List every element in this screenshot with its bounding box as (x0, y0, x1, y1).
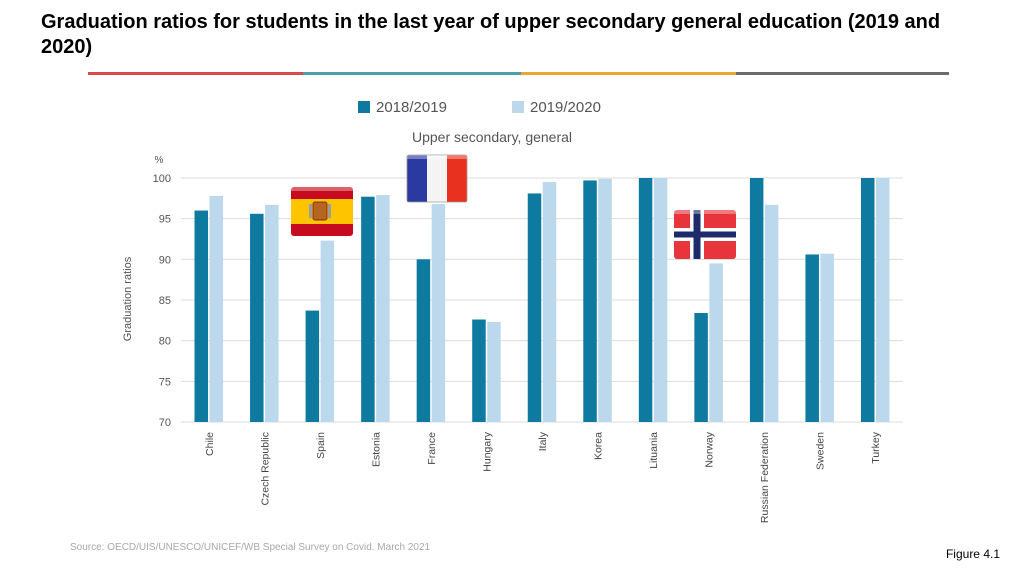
bar-hungary-2018-2019 (472, 319, 486, 422)
bar-norway-2019-2020 (709, 263, 723, 422)
bar-spain-2018-2019 (305, 310, 320, 422)
bars (194, 178, 890, 422)
france-flag-white (427, 155, 447, 202)
norway-flag-cross-horizontal-blue (674, 231, 736, 238)
x-tick-chile: Chile (204, 432, 216, 456)
x-axis-ticks: Chile Czech Republic Spain Estonia France Hun… (204, 431, 882, 523)
y-tick-70: 70 (159, 417, 171, 429)
bar-lituania-2019-2020 (653, 178, 668, 422)
bar-italy-2019-2020 (542, 182, 557, 422)
title-rule-gray (736, 72, 949, 75)
bar-russian-federation-2019-2020 (764, 204, 779, 422)
y-tick-85: 85 (159, 295, 171, 307)
bar-czech-republic-2018-2019 (250, 213, 264, 422)
legend-swatch-2 (512, 101, 524, 113)
spain-flag-shield (312, 201, 328, 221)
france-flag-border (406, 154, 468, 203)
bar-spain-2019-2020 (320, 240, 335, 422)
x-tick-russian-federation: Russian Federation (759, 432, 771, 523)
legend-swatch-1 (358, 101, 370, 113)
x-tick-lituania: Lituania (648, 432, 660, 469)
france-flag-icon (406, 154, 468, 203)
bar-chile-2019-2020 (209, 195, 224, 422)
bar-korea-2018-2019 (583, 180, 597, 422)
x-tick-italy: Italy (537, 431, 549, 451)
chart-title: Upper secondary, general (412, 129, 572, 145)
y-tick-90: 90 (159, 254, 171, 266)
bar-korea-2019-2020 (598, 178, 612, 422)
france-flag-blue (407, 155, 427, 202)
y-axis-title: Graduation ratios (122, 256, 134, 341)
legend-label-2: 2019/2020 (530, 99, 601, 116)
x-tick-korea: Korea (593, 432, 605, 460)
title-rule-teal (303, 72, 521, 75)
france-flag-red (447, 155, 467, 202)
bar-estonia-2018-2019 (361, 196, 375, 422)
bar-lituania-2018-2019 (638, 178, 653, 422)
bar-chile-2018-2019 (194, 210, 209, 422)
x-tick-turkey: Turkey (870, 431, 882, 463)
bar-italy-2018-2019 (527, 193, 542, 422)
y-tick-80: 80 (159, 336, 171, 348)
bar-turkey-2019-2020 (875, 178, 890, 422)
y-axis-ticks: 70 75 80 85 90 95 100 (153, 173, 171, 429)
norway-flag-icon (674, 210, 736, 259)
bar-france-2018-2019 (416, 259, 431, 422)
title-rule-red (88, 72, 303, 75)
bar-sweden-2018-2019 (805, 254, 819, 422)
bar-czech-republic-2019-2020 (265, 204, 279, 422)
x-tick-spain: Spain (315, 432, 327, 459)
x-tick-france: France (426, 432, 438, 465)
bar-russian-federation-2018-2019 (749, 178, 764, 422)
source-note: Source: OECD/UIS/UNESCO/UNICEF/WB Specia… (70, 542, 431, 553)
y-tick-95: 95 (159, 214, 171, 226)
france-flag-gloss (407, 155, 467, 159)
bar-estonia-2019-2020 (376, 195, 390, 422)
x-tick-hungary: Hungary (481, 431, 493, 471)
spain-flag-pillar-right (328, 204, 331, 218)
legend-label-1: 2018/2019 (376, 99, 447, 116)
spain-flag-gloss (291, 187, 353, 191)
bar-hungary-2019-2020 (487, 321, 501, 422)
y-unit-label: % (155, 155, 164, 166)
grid-lines (181, 177, 903, 423)
spain-flag-pillar-left (309, 204, 312, 218)
x-tick-sweden: Sweden (815, 432, 827, 470)
chart-legend: 2018/2019 2019/2020 (358, 99, 601, 116)
flags (291, 154, 736, 259)
y-tick-100: 100 (153, 173, 171, 185)
norway-flag-gloss (674, 210, 736, 214)
bar-sweden-2019-2020 (820, 253, 834, 422)
bar-france-2019-2020 (431, 204, 446, 422)
x-tick-czech-republic: Czech Republic (259, 432, 271, 506)
title-rule-orange (521, 72, 736, 75)
x-tick-norway: Norway (704, 431, 716, 467)
bar-turkey-2018-2019 (860, 178, 875, 422)
x-tick-estonia: Estonia (370, 432, 382, 467)
y-tick-75: 75 (159, 376, 171, 388)
spain-flag-icon (291, 187, 353, 236)
figure-label: Figure 4.1 (945, 547, 1000, 561)
bar-norway-2018-2019 (694, 313, 708, 422)
slide-title: Graduation ratios for students in the la… (41, 11, 941, 58)
